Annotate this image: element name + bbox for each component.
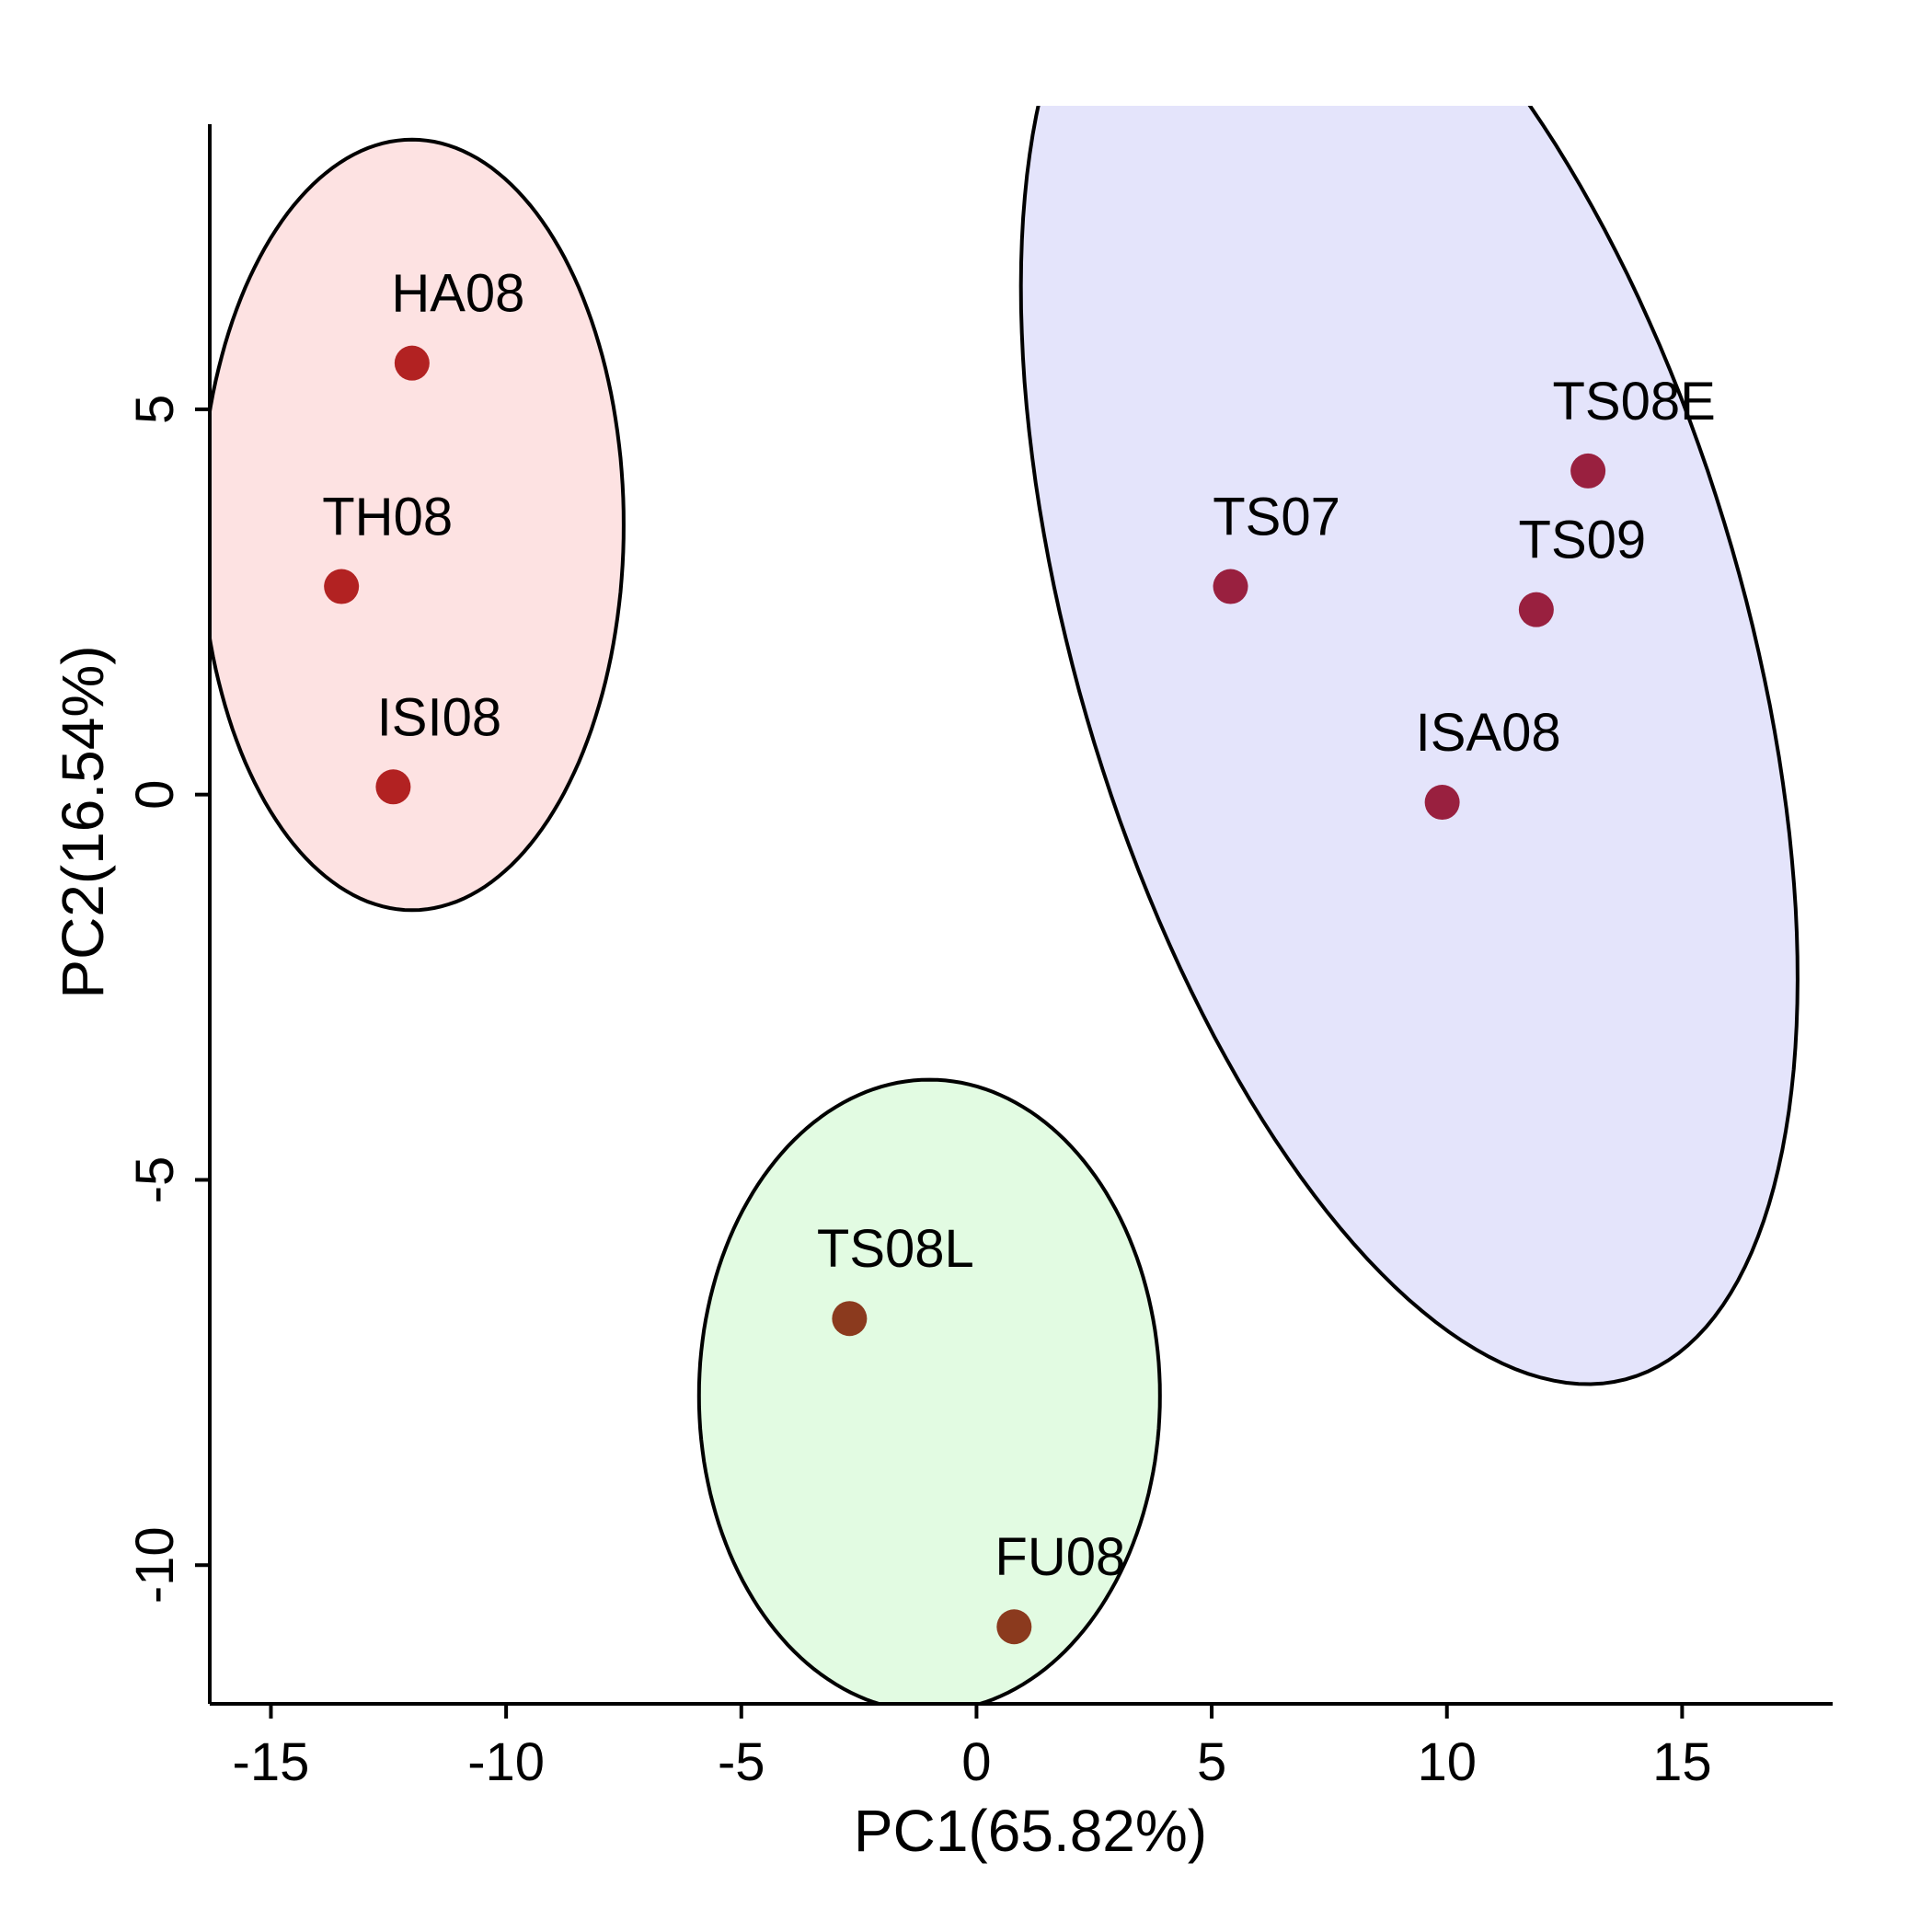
- x-tick-label: -15: [233, 1732, 310, 1792]
- point-ha08: [394, 345, 430, 381]
- group-ellipse-2: [1018, 106, 1800, 1386]
- y-tick-label: -10: [125, 1526, 185, 1604]
- point-label-ha08: HA08: [391, 264, 524, 324]
- x-tick-label: 5: [1197, 1732, 1226, 1792]
- point-isi08: [375, 769, 411, 805]
- group-ellipses: [210, 106, 1800, 1704]
- y-tick-label: 5: [125, 395, 185, 424]
- point-ts08e: [1570, 453, 1606, 489]
- point-label-isi08: ISI08: [377, 687, 501, 747]
- y-tick-label: -5: [125, 1156, 185, 1204]
- x-tick-label: 15: [1652, 1732, 1712, 1792]
- point-label-ts08e: TS08E: [1552, 372, 1715, 431]
- point-label-th08: TH08: [322, 488, 453, 547]
- axes: [208, 124, 1833, 1706]
- point-th08: [324, 569, 360, 604]
- point-label-fu08: FU08: [995, 1527, 1125, 1587]
- y-tick-label: 0: [125, 780, 185, 810]
- point-isa08: [1424, 785, 1460, 821]
- point-label-ts07: TS07: [1213, 488, 1340, 547]
- x-axis-title: PC1(65.82%): [854, 1798, 1207, 1864]
- group-ellipse-3: [696, 1077, 1162, 1704]
- x-tick-label: -5: [718, 1732, 765, 1792]
- axis-ticks: -15 -10 -5 0 5 10 15 -10 -5 0 5: [125, 395, 1712, 1792]
- point-labels: HA08 TH08 ISI08 TS08E TS07 TS09 ISA08 TS08L FU08: [322, 264, 1716, 1588]
- y-axis-title: PC2(16.54%): [50, 645, 116, 998]
- point-ts07: [1213, 569, 1248, 604]
- x-tick-label: 10: [1417, 1732, 1477, 1792]
- point-label-isa08: ISA08: [1416, 703, 1561, 763]
- point-ts09: [1518, 592, 1554, 627]
- group-ellipse-1: [210, 137, 626, 913]
- point-label-ts09: TS09: [1519, 511, 1647, 570]
- point-ts08l: [832, 1301, 868, 1337]
- data-points: [324, 345, 1606, 1645]
- x-tick-label: -10: [467, 1732, 545, 1792]
- point-label-ts08l: TS08L: [817, 1219, 974, 1279]
- x-tick-label: 0: [961, 1732, 991, 1792]
- point-fu08: [996, 1609, 1032, 1645]
